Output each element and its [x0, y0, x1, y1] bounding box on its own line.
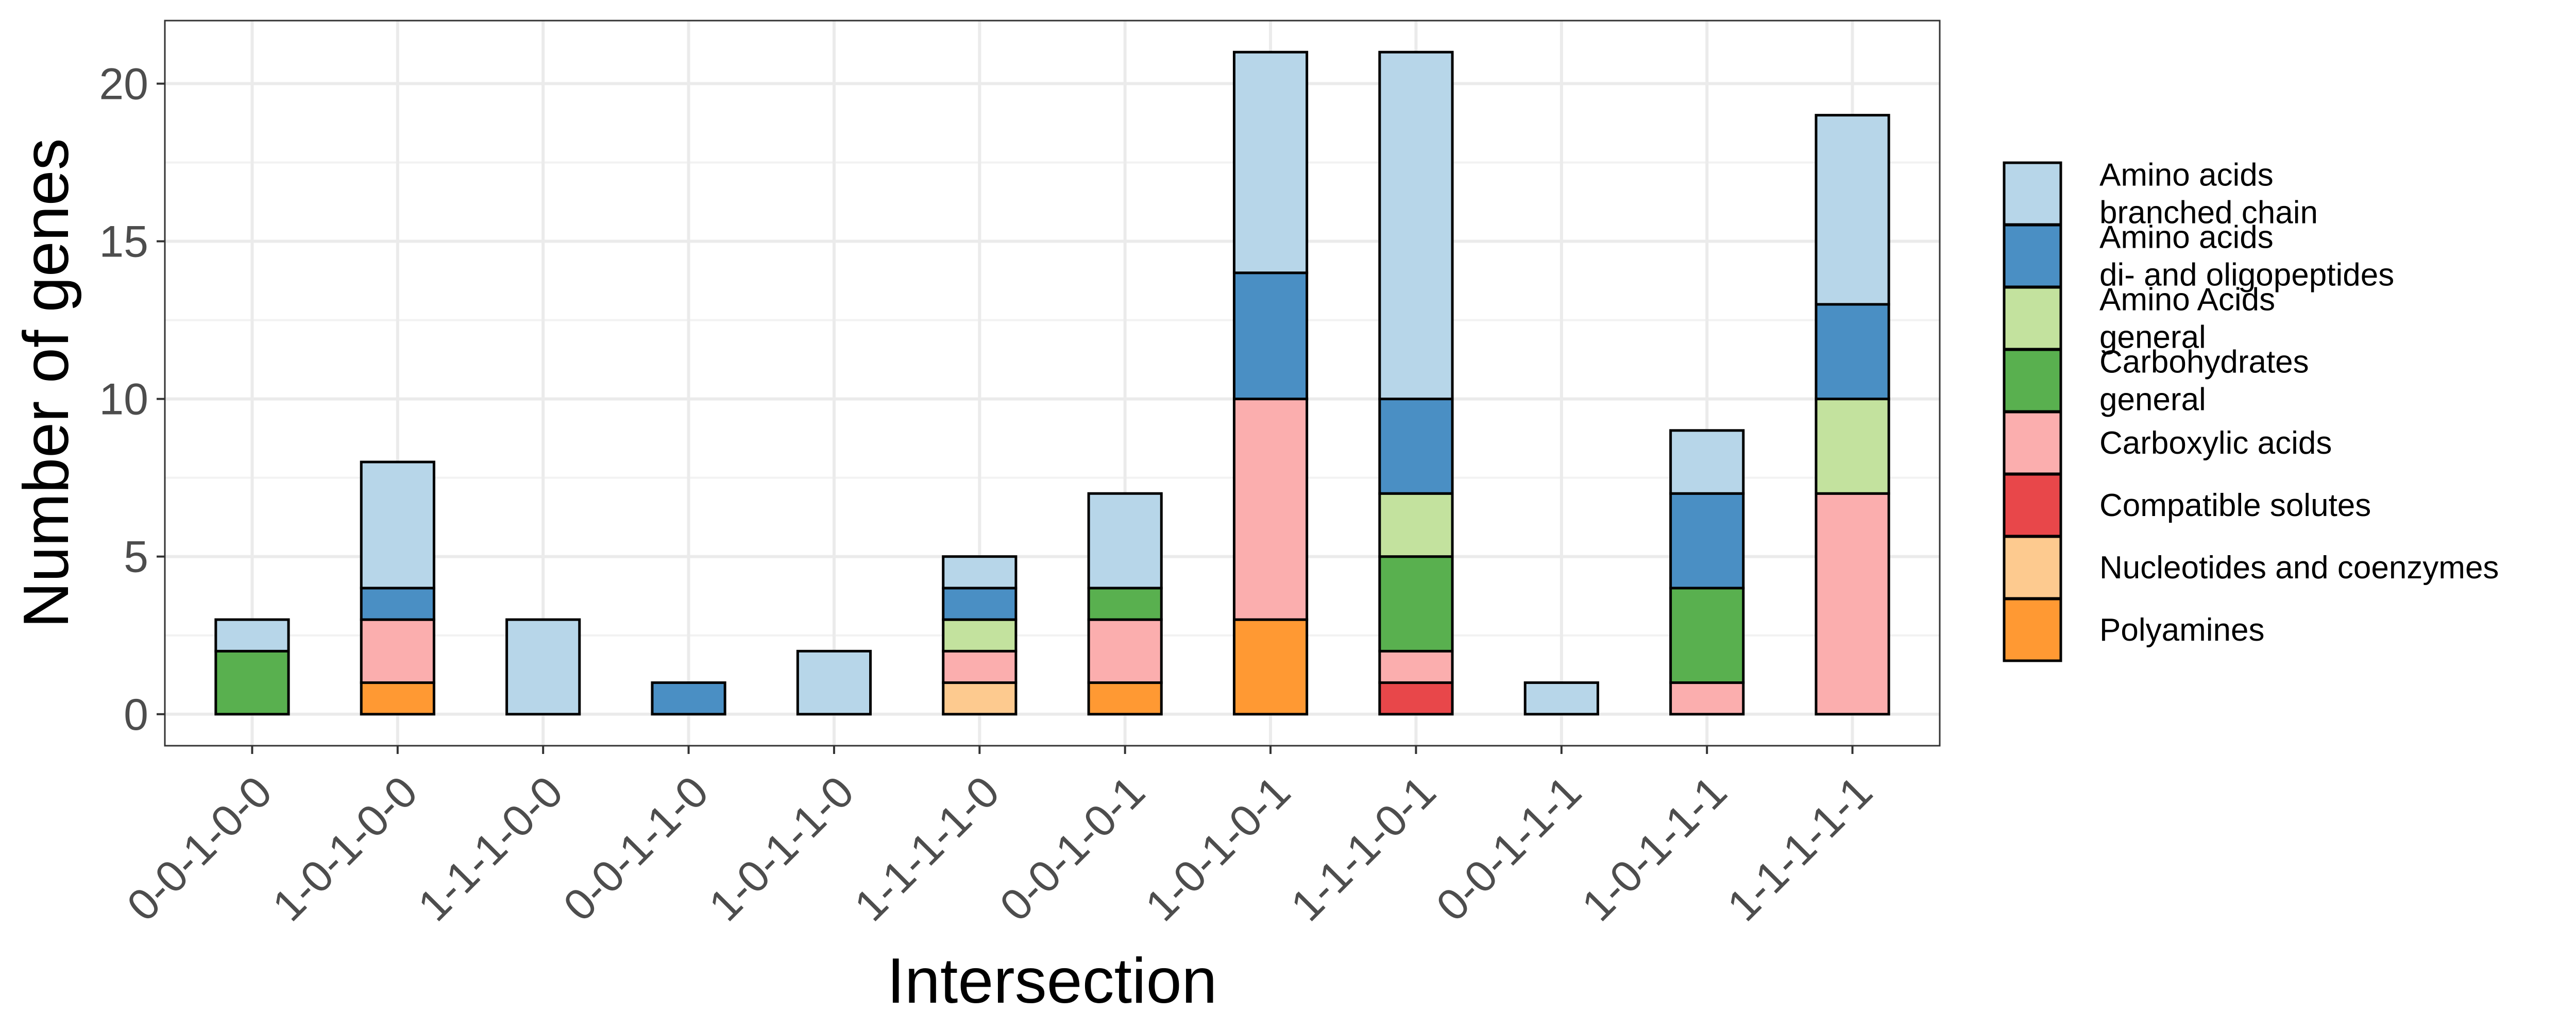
legend-label: Carboxylic acids: [2099, 425, 2332, 461]
y-axis: 0 5 10 15 20: [99, 59, 165, 740]
bar-segment: [1378, 555, 1454, 653]
legend-label: Compatible solutes: [2099, 488, 2371, 523]
x-axis-title: Intersection: [887, 946, 1217, 1017]
bar-segment: [360, 460, 435, 590]
bar-segment: [942, 681, 1018, 716]
bar-segment: [1523, 681, 1599, 716]
bar-segment: [505, 618, 581, 716]
y-tick-label: 15: [99, 217, 148, 267]
legend-key: [2003, 224, 2062, 288]
bars: [214, 50, 1890, 716]
bar-segment: [942, 587, 1018, 621]
bar-segment: [1232, 271, 1309, 401]
bar-segment: [1669, 492, 1745, 590]
legend-item: Amino Acids general: [2003, 282, 2275, 355]
bar-segment: [1669, 429, 1745, 495]
bar-segment: [1378, 649, 1454, 684]
bar-segment: [942, 649, 1018, 684]
bar-segment: [1087, 587, 1163, 621]
bar-segment: [1378, 398, 1454, 495]
legend-key: [2003, 348, 2062, 413]
legend-item: Polyamines: [2003, 597, 2264, 662]
legend-label: Amino Acids general: [2099, 282, 2275, 355]
legend-key: [2003, 286, 2062, 351]
bar-segment: [1378, 492, 1454, 558]
legend-key: [2003, 161, 2062, 226]
legend-item: Carbohydrates general: [2003, 345, 2309, 418]
y-tick-label: 0: [124, 690, 148, 740]
y-axis-title: Number of genes: [11, 138, 82, 628]
bar-segment: [1232, 398, 1309, 621]
bar-segment: [214, 618, 290, 653]
y-tick-label: 20: [99, 59, 148, 109]
legend-label: Polyamines: [2099, 612, 2264, 648]
bar-segment: [1669, 587, 1745, 684]
bar-segment: [360, 618, 435, 684]
legend-label: Nucleotides and coenzymes: [2099, 550, 2499, 586]
bar-segment: [942, 555, 1018, 590]
bar-segment: [1815, 492, 1890, 716]
legend-label: Amino acids di- and oligopeptides: [2099, 220, 2394, 293]
bar-segment: [1087, 618, 1163, 684]
bar-segment: [1815, 398, 1890, 495]
bar-segment: [1815, 303, 1890, 401]
bar-segment: [1815, 114, 1890, 306]
legend-key: [2003, 535, 2062, 600]
y-tick-label: 5: [124, 533, 148, 582]
legend-label: Carbohydrates general: [2099, 345, 2309, 418]
bar-segment: [651, 681, 726, 716]
grid-minor: [165, 161, 1940, 637]
legend-item: Amino acids branched chain: [2003, 158, 2318, 231]
bar-segment: [1232, 618, 1309, 716]
legend-item: Amino acids di- and oligopeptides: [2003, 220, 2394, 293]
bar-segment: [1669, 681, 1745, 716]
bar-segment: [360, 681, 435, 716]
bar-segment: [214, 649, 290, 716]
bar-segment: [1378, 681, 1454, 716]
y-tick-label: 10: [99, 375, 148, 424]
bar-segment: [1232, 50, 1309, 274]
legend-key: [2003, 410, 2062, 475]
bar-segment: [1378, 50, 1454, 401]
plot-panel-border: [164, 20, 1941, 747]
legend-key: [2003, 597, 2062, 662]
legend-item: Nucleotides and coenzymes: [2003, 535, 2499, 600]
bar-segment: [796, 649, 872, 716]
bar-segment: [1087, 681, 1163, 716]
legend-item: Carboxylic acids: [2003, 410, 2332, 475]
legend-label: Amino acids branched chain: [2099, 158, 2318, 231]
legend-item: Compatible solutes: [2003, 473, 2371, 538]
bar-segment: [942, 618, 1018, 653]
bar-segment: [360, 587, 435, 621]
bar-segment: [1087, 492, 1163, 590]
legend-key: [2003, 473, 2062, 538]
